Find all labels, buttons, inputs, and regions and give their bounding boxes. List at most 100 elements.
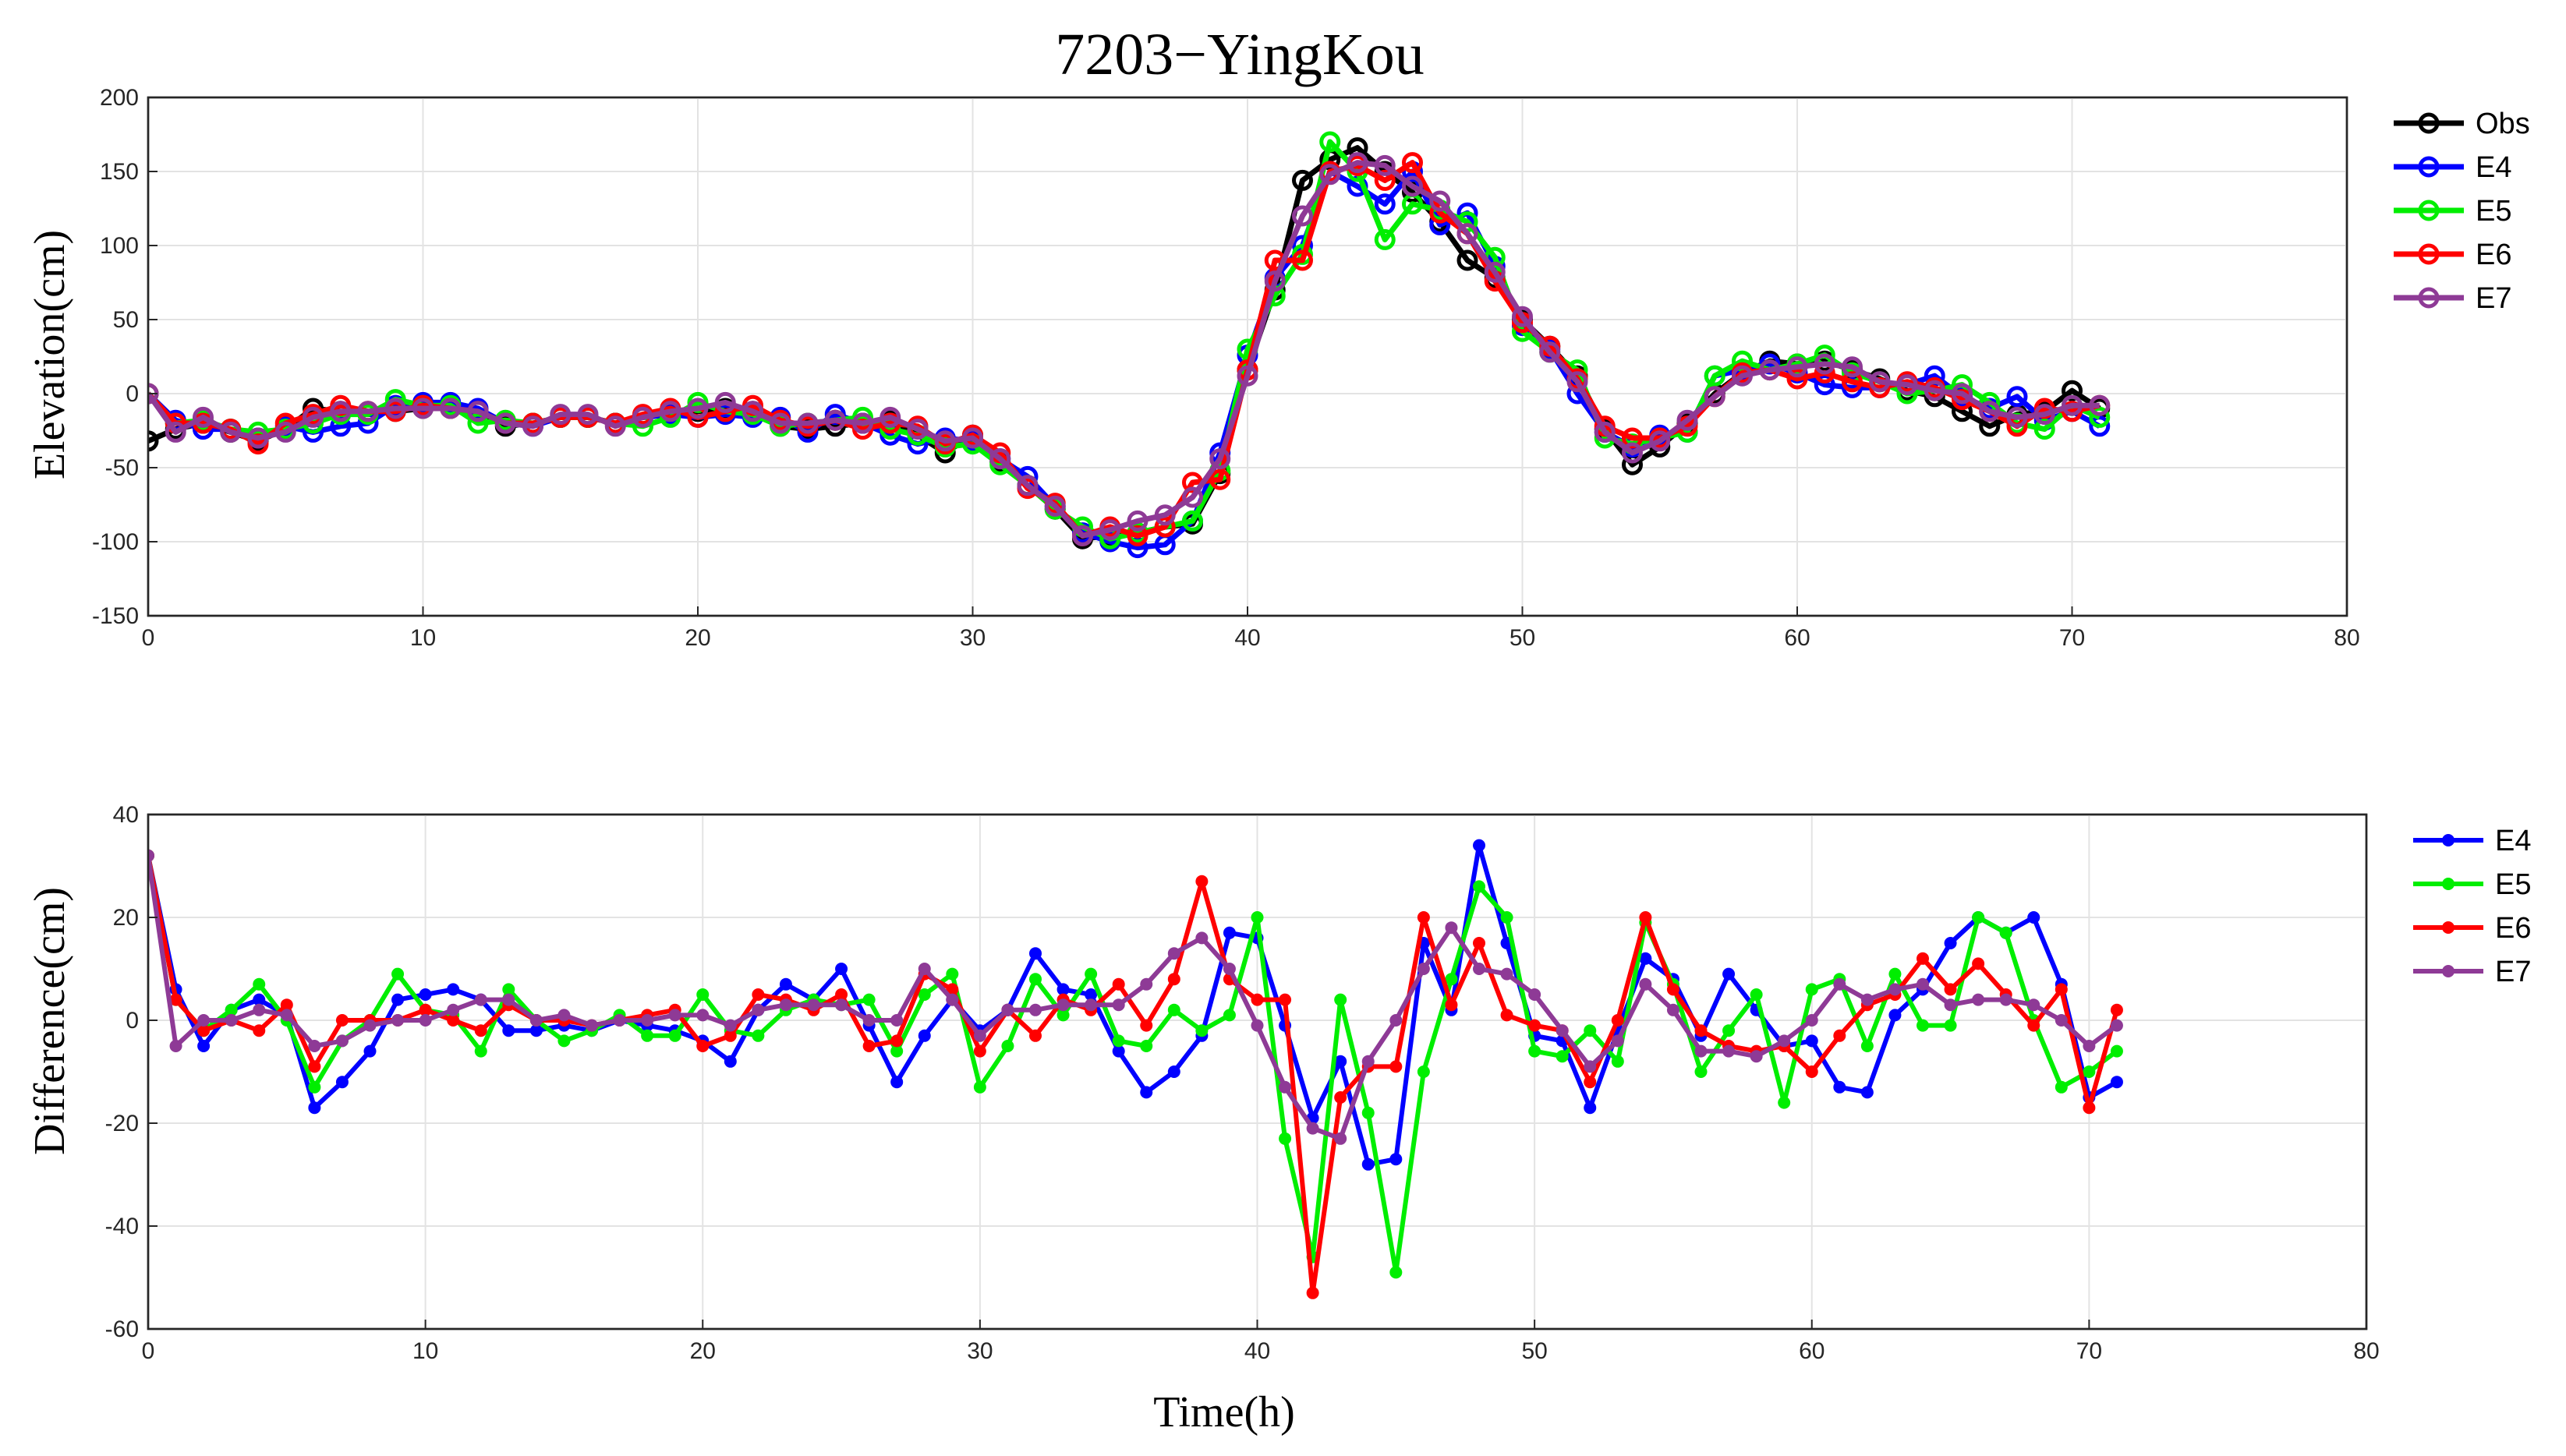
- elevation-point-e6: [1842, 371, 1863, 393]
- difference-point-e7: [225, 1014, 238, 1027]
- elevation-y-tick-label: -100: [92, 529, 139, 555]
- elevation-point-e7: [1237, 365, 1258, 387]
- difference-point-e5: [1140, 1040, 1153, 1052]
- difference-point-e6: [1639, 911, 1652, 924]
- elevation-point-e6: [1292, 249, 1313, 271]
- elevation-point-e7: [2089, 394, 2111, 416]
- difference-point-e6: [973, 1044, 986, 1058]
- difference-point-e7: [2083, 1040, 2096, 1052]
- difference-point-e6: [1167, 973, 1180, 986]
- difference-point-e7: [586, 1019, 598, 1032]
- difference-x-tick-label: 40: [1244, 1338, 1270, 1364]
- difference-y-tick-label: -60: [105, 1316, 139, 1342]
- difference-point-e5: [308, 1080, 321, 1094]
- difference-point-e5: [1917, 1019, 1929, 1032]
- y-axis-label-elevation: Elevation(cm): [26, 230, 74, 479]
- difference-point-e6: [1306, 1286, 1319, 1299]
- elevation-point-e7: [1099, 519, 1121, 541]
- elevation-point-e5: [2089, 406, 2111, 428]
- difference-point-e6: [447, 1014, 460, 1027]
- elevation-point-e5: [1704, 365, 1725, 387]
- elevation-point-e7: [687, 398, 709, 419]
- difference-point-e7: [1972, 993, 1985, 1006]
- difference-point-e7: [1140, 977, 1153, 991]
- elevation-point-e6: [1209, 468, 1231, 490]
- elevation-point-e7: [220, 421, 242, 443]
- elevation-point-e7: [1594, 421, 1616, 443]
- difference-point-e7: [779, 998, 792, 1012]
- difference-point-e6: [752, 988, 765, 1001]
- difference-point-e7: [1528, 988, 1541, 1001]
- elevation-point-e4: [1924, 365, 1945, 387]
- difference-panel: 0 10 20 30 40 50 60 70 80 -60 -40 -20 0 20 40 E4 E5 E6 E7: [105, 802, 2532, 1364]
- elevation-x-tick-label: 80: [2334, 625, 2359, 651]
- difference-point-e6: [1251, 993, 1264, 1006]
- elevation-point-e7: [1649, 430, 1671, 452]
- elevation-x-tick-label: 40: [1234, 625, 1260, 651]
- difference-x-tick-label: 50: [1521, 1338, 1547, 1364]
- difference-point-e4: [1860, 1086, 1874, 1099]
- difference-point-e7: [280, 1009, 293, 1022]
- elevation-point-e7: [604, 415, 626, 437]
- difference-point-e7: [447, 1003, 460, 1016]
- elevation-point-e7: [1484, 261, 1506, 283]
- elevation-point-e7: [1786, 356, 1808, 378]
- difference-x-tick-label: 10: [412, 1338, 438, 1364]
- difference-point-e7: [1389, 1014, 1403, 1027]
- difference-point-e5: [1417, 1065, 1430, 1078]
- elevation-point-e7: [797, 412, 819, 434]
- elevation-point-e7: [907, 419, 929, 440]
- difference-point-e4: [1223, 926, 1236, 939]
- difference-point-e5: [391, 967, 405, 981]
- difference-point-e4: [1056, 983, 1070, 996]
- difference-point-e5: [1473, 880, 1485, 893]
- elevation-point-e7: [1704, 386, 1725, 408]
- difference-y-tick-label: 20: [113, 905, 139, 931]
- difference-point-e7: [668, 1009, 681, 1022]
- legend-marker-e5: [2442, 878, 2455, 890]
- difference-point-e6: [1195, 875, 1209, 888]
- difference-point-e7: [1417, 963, 1430, 975]
- difference-point-e4: [1361, 1157, 1375, 1171]
- difference-point-e7: [1611, 1034, 1624, 1048]
- elevation-point-e7: [1154, 504, 1176, 526]
- elevation-x-tick-label: 10: [410, 625, 436, 651]
- elevation-y-tick-label: -150: [92, 603, 139, 629]
- elevation-point-e7: [2062, 394, 2083, 416]
- elevation-point-e6: [1622, 427, 1643, 449]
- difference-x-tick-label: 20: [690, 1338, 716, 1364]
- difference-point-e7: [1195, 931, 1209, 945]
- difference-point-e7: [890, 1014, 904, 1027]
- elevation-series-line-e7: [148, 160, 2100, 539]
- difference-point-e5: [1694, 1065, 1708, 1078]
- difference-point-e6: [280, 998, 293, 1012]
- difference-point-e5: [1584, 1024, 1597, 1037]
- elevation-point-e4: [1374, 193, 1396, 215]
- difference-point-e7: [1999, 993, 2012, 1006]
- difference-point-e4: [918, 1029, 931, 1042]
- elevation-point-e7: [1209, 448, 1231, 470]
- elevation-x-tick-label: 0: [142, 625, 155, 651]
- legend-marker-e6: [2442, 921, 2455, 934]
- difference-point-e7: [835, 998, 848, 1012]
- elevation-point-e7: [2006, 406, 2028, 428]
- difference-point-e6: [1666, 983, 1679, 996]
- difference-point-e4: [1029, 947, 1042, 960]
- difference-point-e5: [1944, 1019, 1957, 1032]
- difference-point-e7: [169, 1040, 182, 1052]
- difference-point-e6: [1417, 911, 1430, 924]
- difference-point-e7: [1694, 1044, 1708, 1058]
- difference-point-e5: [2055, 1080, 2068, 1094]
- elevation-point-e7: [1264, 270, 1286, 292]
- elevation-point-e7: [1127, 510, 1149, 532]
- difference-point-e7: [2110, 1019, 2123, 1032]
- difference-point-e4: [447, 983, 460, 996]
- difference-point-e7: [474, 993, 487, 1006]
- difference-point-e7: [613, 1014, 626, 1027]
- difference-point-e4: [391, 993, 405, 1006]
- difference-point-e7: [2027, 998, 2040, 1012]
- difference-y-tick-label: 0: [126, 1008, 139, 1034]
- difference-point-e7: [391, 1014, 405, 1027]
- legend-label-e6: E6: [2476, 239, 2511, 271]
- difference-point-e5: [1528, 1044, 1541, 1058]
